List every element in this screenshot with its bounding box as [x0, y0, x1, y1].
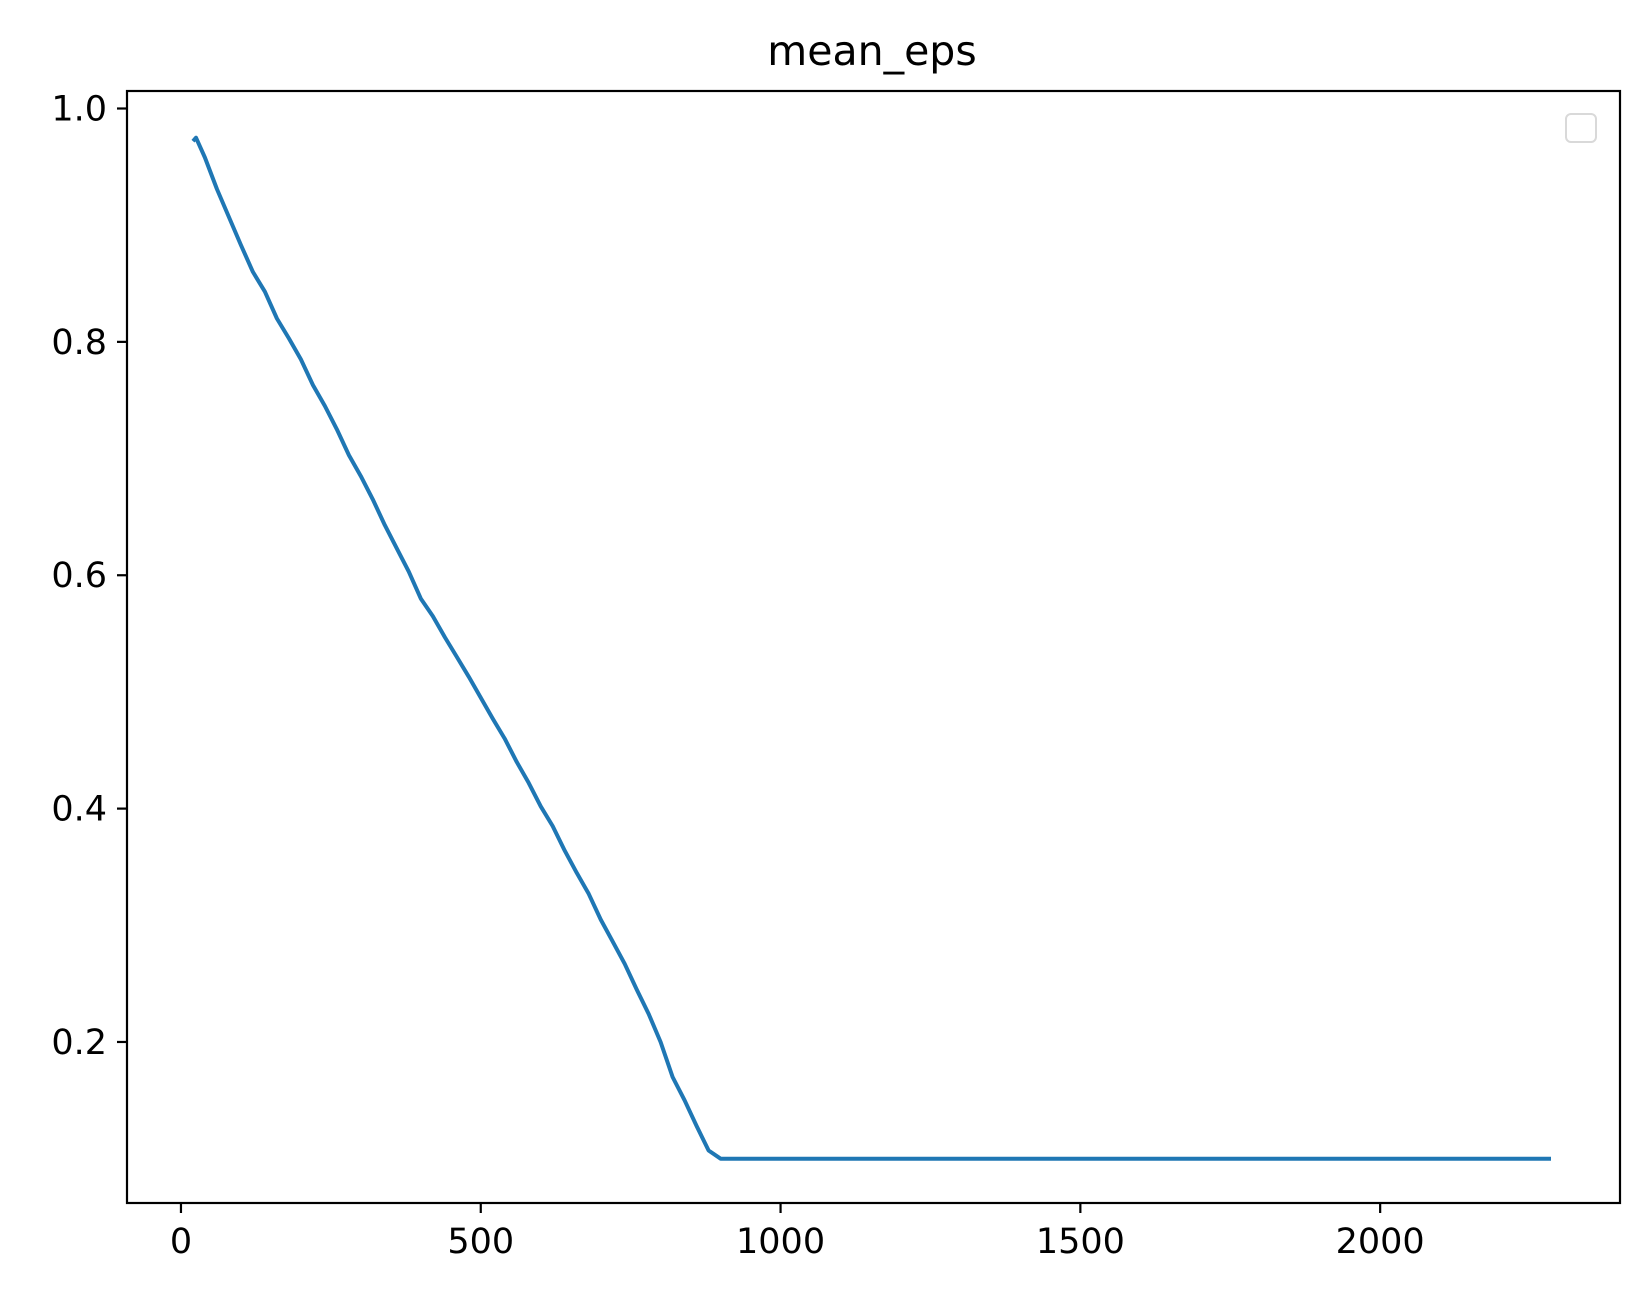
- series-line-0: [191, 135, 1551, 1161]
- y-tick-label: 0.2: [51, 1023, 107, 1063]
- y-tick-label: 1.0: [51, 90, 107, 130]
- chart-title: mean_eps: [767, 27, 976, 75]
- y-tick-label: 0.8: [51, 323, 107, 363]
- plot-frame: [125, 89, 1622, 1205]
- x-tick-label: 2000: [1336, 1222, 1425, 1262]
- y-tick-label: 0.6: [51, 556, 107, 596]
- x-tick-label: 1000: [736, 1222, 825, 1262]
- x-tick-label: 1500: [1036, 1222, 1125, 1262]
- axis-ticks: 0 500 1000 1500 2000 0.2 0.4 0.6 0.8 1.0: [51, 90, 1424, 1262]
- legend-box: [1565, 113, 1597, 143]
- x-tick-label: 0: [170, 1222, 192, 1262]
- x-tick-label: 500: [447, 1222, 514, 1262]
- y-tick-label: 0.4: [51, 790, 107, 830]
- series-layer: [191, 135, 1551, 1161]
